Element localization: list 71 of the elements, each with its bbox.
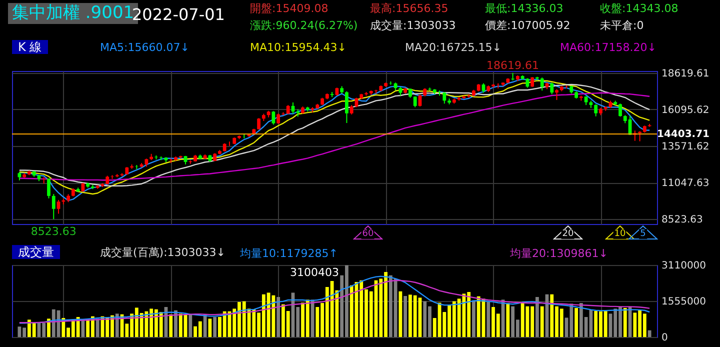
text: 最高:15656.35 [370,2,448,16]
text: 5 [639,229,647,239]
candlestick [540,77,544,92]
candlestick [388,80,392,86]
text: 收盤:14343.08 [600,2,678,16]
text: 成交量:1303033 [370,19,456,33]
candlestick [618,103,622,118]
candlestick [47,178,50,199]
y-tick-label: 0 [662,332,668,344]
bar [276,296,280,337]
bar [208,318,212,337]
text: MA5:15660.07↓ [100,41,190,55]
bar [203,314,207,337]
candlestick [594,104,598,117]
y-tick-label: 8523.63 [662,214,703,226]
text: 均量20:1309861↓ [510,247,608,261]
text: 最低:14336.03 [485,2,564,16]
candlestick [276,112,280,124]
bar [574,308,578,337]
y-tick-label: 16095.62 [662,104,710,116]
bar [81,319,85,337]
candlestick [345,90,348,124]
y-tick-label: 13571.62 [662,142,710,153]
candlestick [526,78,530,88]
text: 20 [561,229,575,239]
bar [648,330,652,337]
bar [213,316,217,337]
text: 均量10:1179285↑ [240,247,338,261]
text: 10 [613,229,627,239]
text: 成交量 [12,245,60,259]
candlestick [56,199,60,214]
candlestick [257,118,260,130]
candlestick [350,104,354,115]
bar [623,308,627,337]
annotation: 3100403 [290,266,339,280]
candlestick [408,88,412,98]
candlestick [52,194,56,220]
bar [404,296,408,337]
y-tick-label: 11047.63 [662,178,710,190]
bar [188,314,192,337]
text: 未平倉:0 [600,19,644,33]
bar [174,310,178,337]
bar [486,302,490,337]
bar [398,291,402,337]
text: 價差:107005.92 [485,19,570,33]
text: MA10:15954.43↓ [250,41,346,55]
candlestick [42,176,46,184]
bar [96,318,100,337]
y-tick-label: 1555000 [662,296,706,308]
ref-line-label: 14403.71 [657,128,710,140]
annotation: 18619.61 [486,58,540,72]
text: K 線 [12,40,48,54]
text: MA60:17158.20↓ [560,41,656,55]
text: MA20:16725.15↓ [405,41,502,55]
chart-subtitle: 2022-07-01 [132,5,225,25]
text: 成交量(百萬):1303033↓ [100,246,226,260]
y-tick-label: 18619.61 [662,68,710,80]
bar [506,302,510,337]
candlestick [555,88,558,100]
candlestick [272,110,276,126]
text: 開盤:15409.08 [250,2,328,16]
bar [540,306,544,337]
y-tick-label: 3110000 [662,260,706,272]
text: 漲跌:960.24(6.27%) [250,19,358,33]
bar [536,296,539,337]
annotation: 8523.63 [30,225,76,238]
bar [169,314,173,337]
candlestick [530,76,534,88]
text: 60 [361,229,375,239]
candlestick [550,82,554,95]
bar [472,300,476,337]
